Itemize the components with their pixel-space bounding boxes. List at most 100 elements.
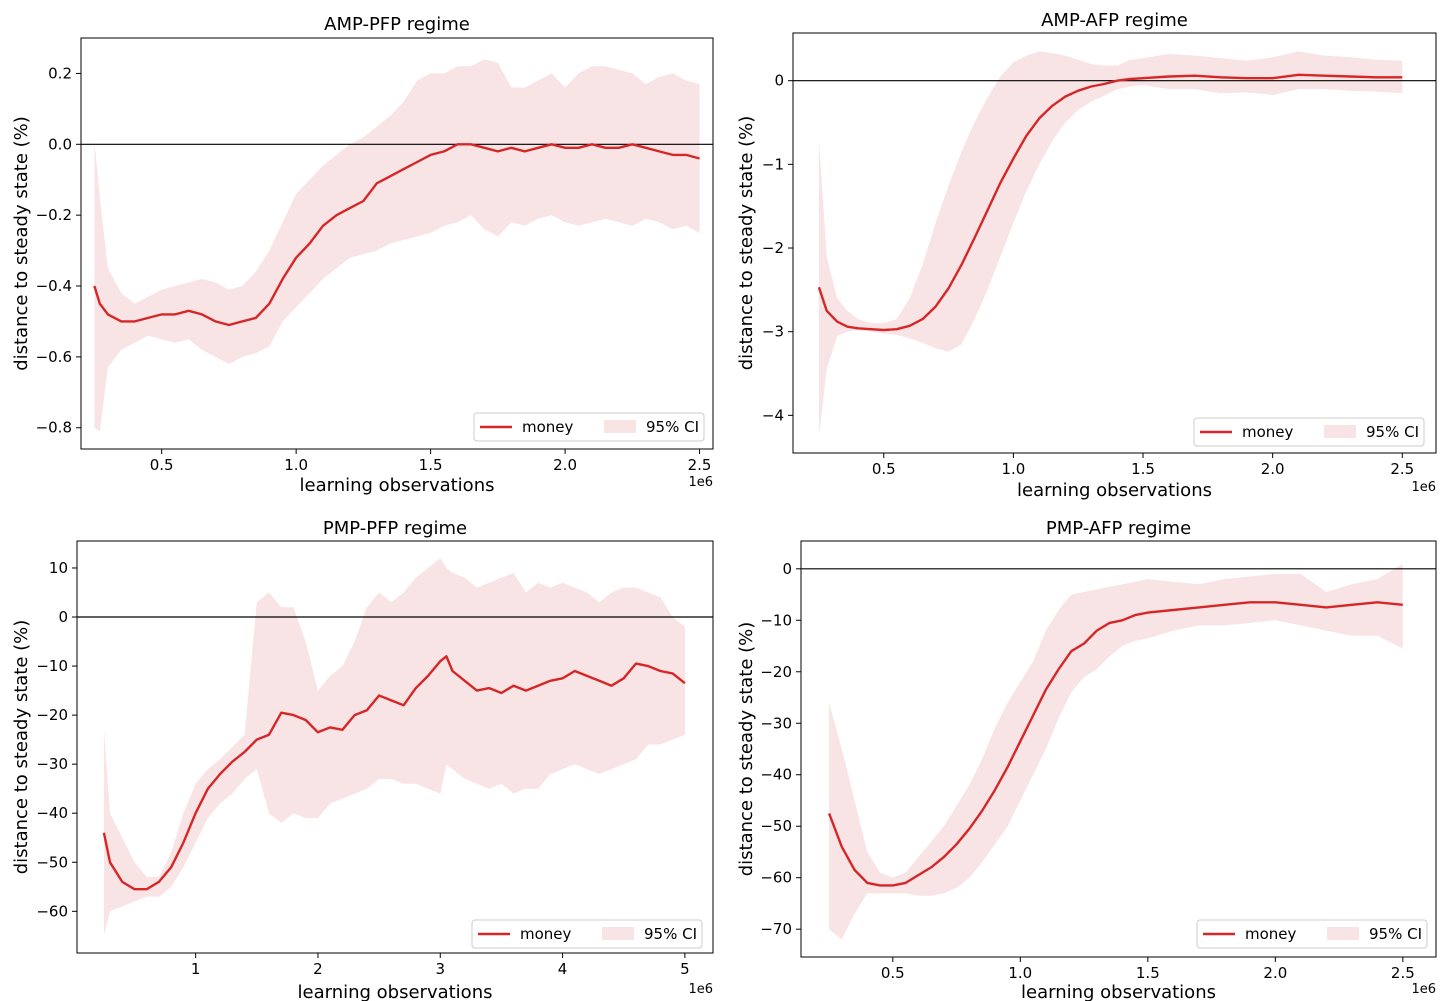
x-tick-label: 2 <box>313 960 323 978</box>
x-tick-label: 2.0 <box>553 456 577 474</box>
y-tick-label: 10 <box>49 559 68 577</box>
legend-ci-label: 95% CI <box>1369 925 1422 943</box>
y-tick-label: −0.2 <box>36 206 72 224</box>
ci-band <box>103 558 685 936</box>
legend-ci-label: 95% CI <box>646 418 699 436</box>
x-tick-label: 0.5 <box>881 964 905 982</box>
axes-frame <box>76 540 714 954</box>
y-tick-label: −0.4 <box>36 277 72 295</box>
x-tick-label: 1.0 <box>1008 964 1032 982</box>
legend-ci-label: 95% CI <box>644 925 697 943</box>
money-line <box>93 143 700 327</box>
y-axis-label: distance to steady state (%) <box>11 620 32 875</box>
money-line <box>827 601 1403 887</box>
x-tick-label: 0.5 <box>150 456 174 474</box>
x-tick-label: 0.5 <box>872 460 896 478</box>
legend-ci-swatch <box>1327 927 1359 940</box>
y-tick-label: 0 <box>58 608 68 626</box>
x-axis-label: learning observations <box>1021 982 1216 1001</box>
legend-ci-swatch <box>602 927 634 940</box>
legend-ci-swatch <box>604 420 636 433</box>
money-line <box>817 73 1403 332</box>
y-tick-label: −0.8 <box>36 419 72 437</box>
legend-box <box>1193 417 1425 447</box>
legend-box <box>1196 919 1428 949</box>
legend: money 95% CI <box>1196 919 1428 949</box>
y-tick-label: −50 <box>760 817 792 835</box>
y-tick-label: −4 <box>762 406 784 424</box>
y-tick-label: −60 <box>760 869 792 887</box>
y-tick-label: −40 <box>760 766 792 784</box>
y-tick-label: −3 <box>762 323 784 341</box>
axes-frame <box>80 37 714 450</box>
ci-band <box>818 51 1403 437</box>
x-tick-label: 1.0 <box>1001 460 1025 478</box>
y-tick-label: 0.0 <box>48 135 72 153</box>
x-tick-label: 2.5 <box>1391 964 1415 982</box>
axes-frame <box>792 32 1437 454</box>
x-axis-label: learning observations <box>1017 480 1212 501</box>
y-tick-label: −10 <box>36 657 68 675</box>
legend-money-label: money <box>520 925 572 943</box>
y-tick-label: −20 <box>36 706 68 724</box>
chart-title: AMP-AFP regime <box>1041 10 1188 31</box>
y-tick-label: 0 <box>774 72 784 90</box>
y-tick-label: −50 <box>36 853 68 871</box>
x-tick-label: 1 <box>191 960 201 978</box>
x-axis-offset-label: 1e6 <box>1411 982 1436 997</box>
legend-box <box>471 919 703 949</box>
y-tick-label: −60 <box>36 902 68 920</box>
x-tick-label: 2.5 <box>1390 460 1414 478</box>
x-tick-label: 2.5 <box>688 456 712 474</box>
x-axis-offset-label: 1e6 <box>688 982 713 997</box>
x-tick-label: 1.5 <box>1136 964 1160 982</box>
x-tick-label: 2.0 <box>1263 964 1287 982</box>
x-axis-offset-label: 1e6 <box>688 475 713 490</box>
x-tick-label: 2.0 <box>1261 460 1285 478</box>
x-tick-label: 1.5 <box>419 456 443 474</box>
y-tick-label: −10 <box>760 611 792 629</box>
chart-panel-pmp-afp: 0.5 1.0 1.5 2.0 2.5 −70 −60 −50 −40 −30 −20 −10 0 PMP… <box>736 518 1437 1001</box>
legend: money 95% CI <box>473 412 705 442</box>
legend: money 95% CI <box>471 919 703 949</box>
legend-ci-swatch <box>1324 425 1356 438</box>
chart-panel-amp-pfp: 0.5 1.0 1.5 2.0 2.5 −0.8 −0.6 −0.4 −0.2 0.0 0.2 AMP… <box>11 14 714 496</box>
ci-band <box>829 563 1403 940</box>
y-tick-label: −30 <box>760 714 792 732</box>
axes-frame <box>800 540 1437 958</box>
x-tick-label: 5 <box>680 960 690 978</box>
x-tick-label: 3 <box>435 960 445 978</box>
y-tick-label: −0.6 <box>36 348 72 366</box>
y-tick-label: 0.2 <box>48 64 72 82</box>
ci-band <box>94 59 700 432</box>
chart-title: PMP-PFP regime <box>323 518 467 539</box>
y-axis-label: distance to steady state (%) <box>736 116 757 371</box>
legend-box <box>473 412 705 442</box>
chart-panel-pmp-pfp: 1 2 3 4 5 −60 −50 −40 −30 −20 −10 0 10 PMP-PFP regime… <box>11 518 714 1001</box>
y-tick-label: −30 <box>36 755 68 773</box>
y-tick-label: −2 <box>762 239 784 257</box>
x-tick-label: 1.0 <box>284 456 308 474</box>
chart-title: AMP-PFP regime <box>324 14 470 35</box>
x-tick-label: 4 <box>558 960 568 978</box>
y-tick-label: −20 <box>760 663 792 681</box>
x-tick-label: 1.5 <box>1131 460 1155 478</box>
legend-money-label: money <box>522 418 574 436</box>
y-tick-label: −40 <box>36 804 68 822</box>
y-axis-label: distance to steady state (%) <box>736 622 757 877</box>
legend-ci-label: 95% CI <box>1366 423 1419 441</box>
chart-panel-amp-afp: 0.5 1.0 1.5 2.0 2.5 −4 −3 −2 −1 0 AMP-AFP regime le… <box>736 10 1437 501</box>
y-tick-label: 0 <box>782 560 792 578</box>
x-axis-label: learning observations <box>300 475 495 496</box>
y-axis-label: distance to steady state (%) <box>11 116 32 371</box>
x-axis-label: learning observations <box>298 982 493 1001</box>
legend: money 95% CI <box>1193 417 1425 447</box>
chart-title: PMP-AFP regime <box>1046 518 1191 539</box>
legend-money-label: money <box>1245 925 1297 943</box>
y-tick-label: −70 <box>760 920 792 938</box>
x-axis-offset-label: 1e6 <box>1411 480 1436 495</box>
legend-money-label: money <box>1242 423 1294 441</box>
y-tick-label: −1 <box>762 155 784 173</box>
money-line <box>102 655 686 891</box>
